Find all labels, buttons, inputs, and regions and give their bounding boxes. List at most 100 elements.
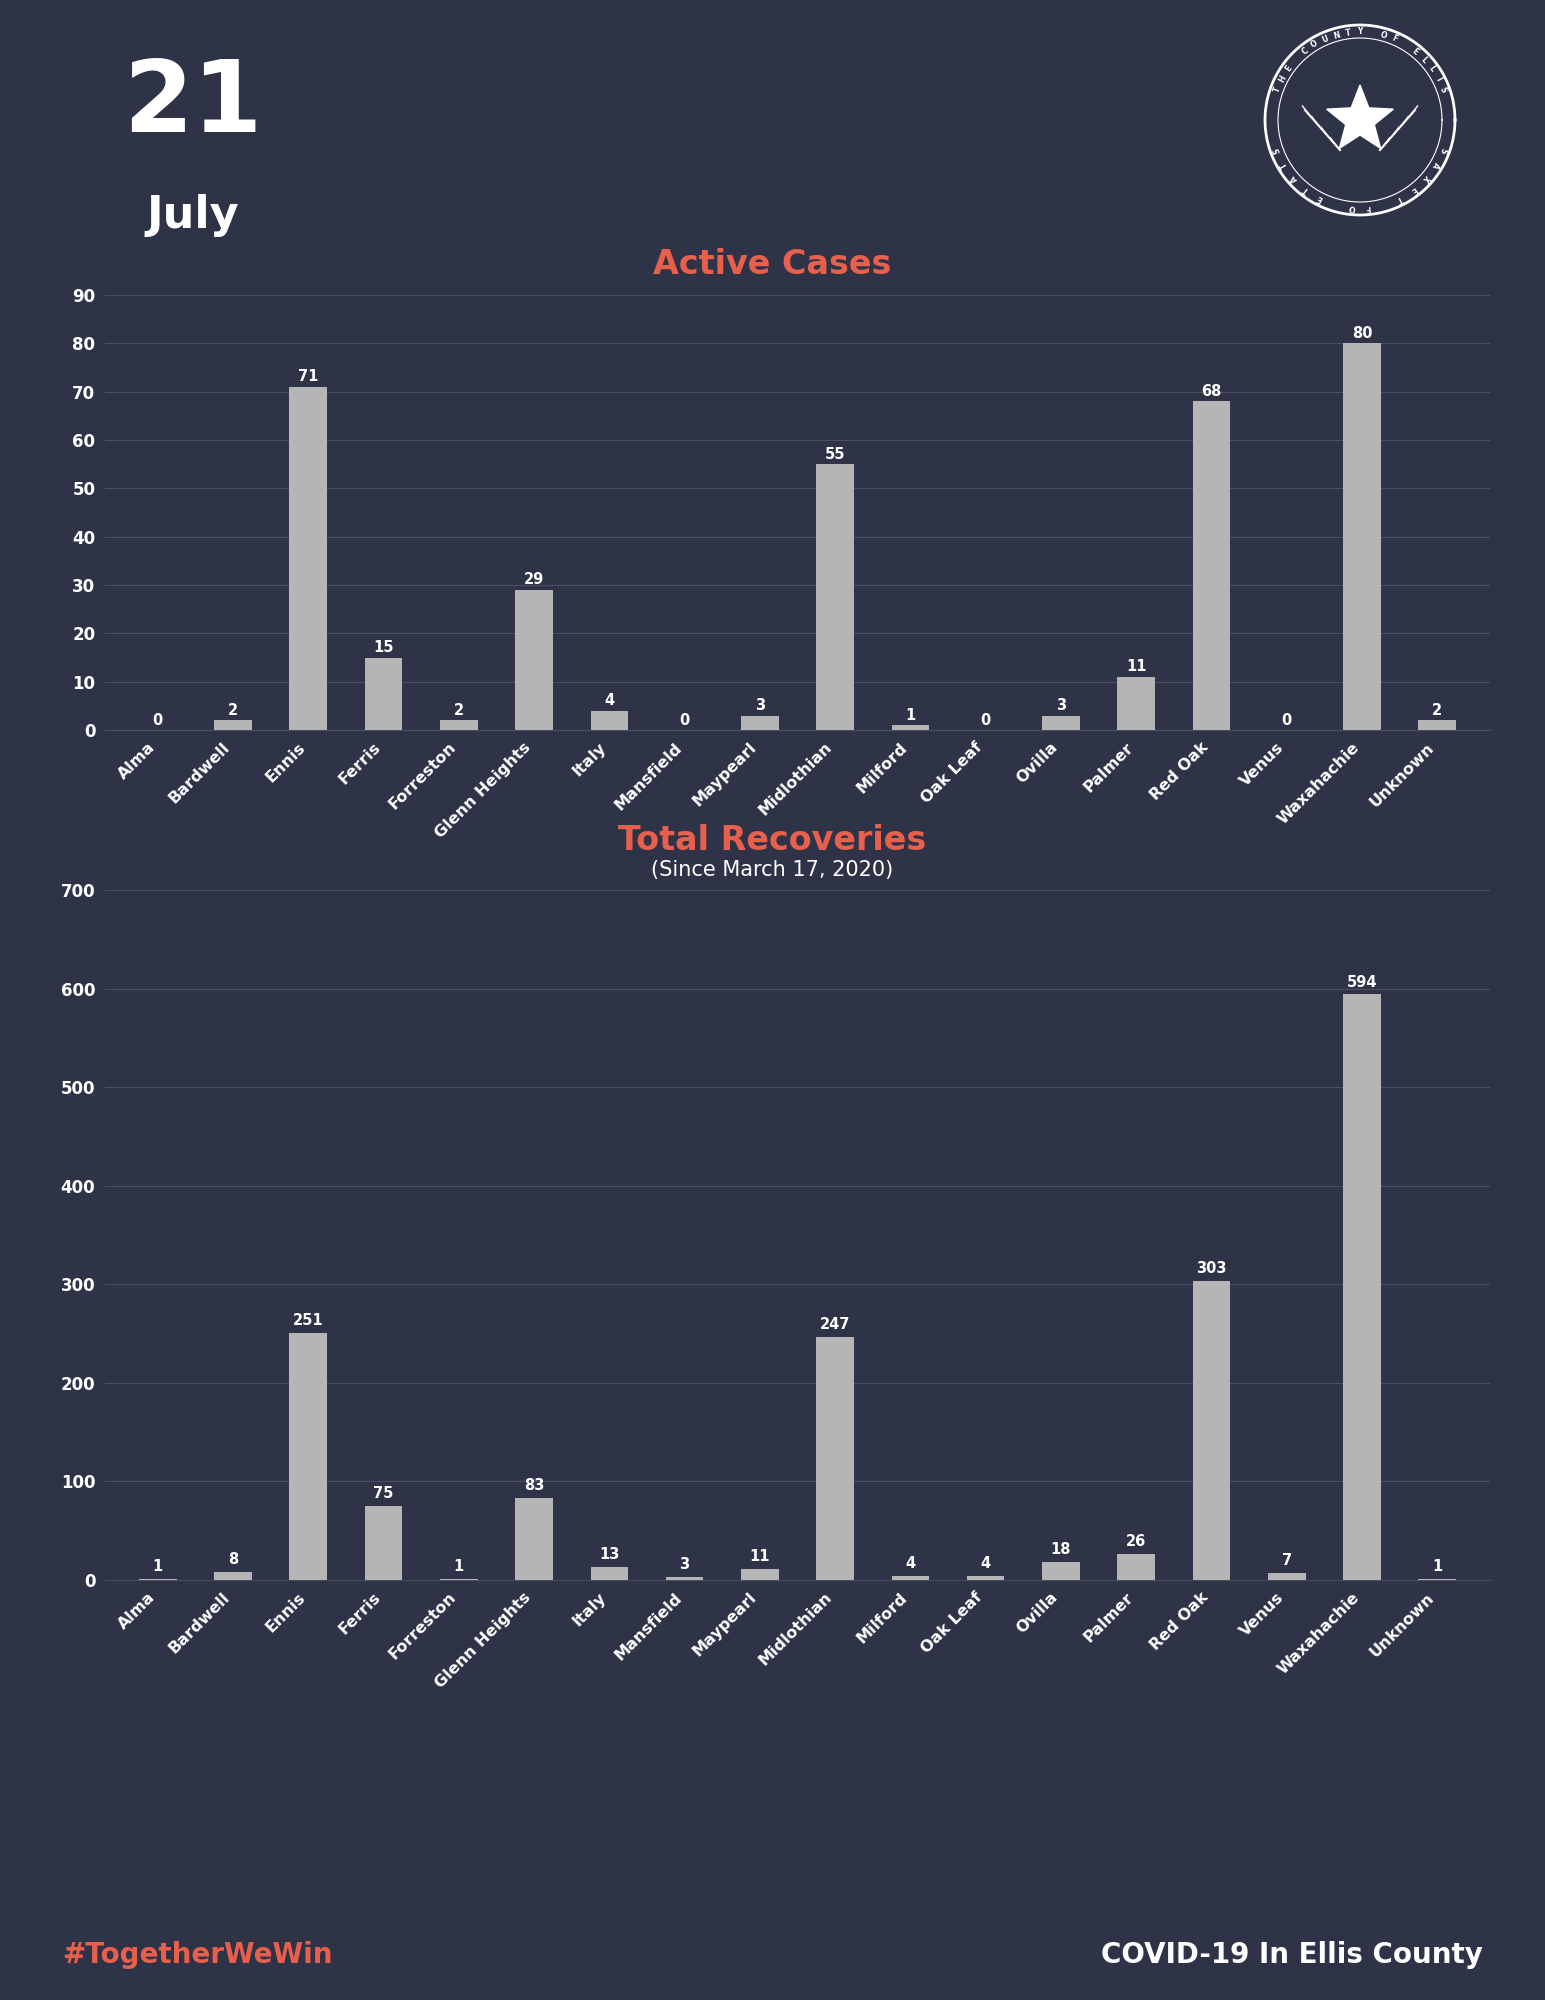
Bar [1193,402,1230,730]
Text: 11: 11 [1126,660,1146,674]
Bar [590,1568,629,1580]
Text: 68: 68 [1202,384,1222,398]
Text: 251: 251 [294,1312,323,1328]
Text: 4: 4 [905,1556,916,1572]
Bar [816,464,854,730]
Bar [1043,716,1080,730]
Text: O: O [1349,202,1355,212]
Bar [1343,344,1381,730]
Text: 0: 0 [981,712,990,728]
Text: S: S [1437,86,1448,94]
Text: F: F [1366,202,1372,212]
Bar [1268,1574,1306,1580]
Bar [1043,1562,1080,1580]
Bar [365,1506,402,1580]
Text: E: E [1409,184,1418,194]
Text: Y: Y [1358,28,1363,36]
Bar [1193,1282,1230,1580]
Text: T: T [1395,194,1404,204]
Text: U: U [1321,34,1330,44]
Bar [514,590,553,730]
Text: 3: 3 [680,1558,689,1572]
Text: 1: 1 [454,1560,463,1574]
Text: 13: 13 [599,1548,620,1562]
Text: 0: 0 [153,712,162,728]
Text: N: N [1332,30,1341,40]
Text: Active Cases: Active Cases [654,248,891,282]
Bar [967,1576,1004,1580]
Bar [742,716,779,730]
Bar [1343,994,1381,1580]
Bar [289,1332,328,1580]
Text: 83: 83 [524,1478,544,1494]
Text: 21: 21 [124,56,263,152]
Bar [365,658,402,730]
Bar [1117,676,1156,730]
Text: C: C [1299,46,1310,56]
Text: 4: 4 [604,694,615,708]
Text: T: T [1272,86,1282,94]
Bar [816,1336,854,1580]
Text: 18: 18 [1051,1542,1071,1558]
Bar [440,720,477,730]
Text: 594: 594 [1347,974,1377,990]
Text: Total Recoveries: Total Recoveries [618,824,927,856]
Text: E: E [1411,46,1420,56]
Text: S: S [1437,146,1448,154]
Text: 303: 303 [1196,1262,1227,1276]
Text: T: T [1279,160,1290,170]
Text: 11: 11 [749,1550,769,1564]
Bar [891,1576,929,1580]
Text: H: H [1276,74,1287,84]
Text: 0: 0 [1282,712,1292,728]
Bar [215,1572,252,1580]
Text: 80: 80 [1352,326,1372,340]
Text: #TogetherWeWin: #TogetherWeWin [62,1940,332,1968]
Text: I: I [1434,76,1443,82]
Text: 3: 3 [756,698,765,714]
Text: 247: 247 [820,1316,850,1332]
Text: O: O [1310,40,1319,50]
Text: 1: 1 [1432,1560,1443,1574]
Text: 75: 75 [374,1486,394,1502]
Text: 2: 2 [229,702,238,718]
Text: July: July [147,194,239,238]
Text: 71: 71 [298,370,318,384]
Text: F: F [1390,34,1400,44]
Polygon shape [1327,84,1394,148]
Text: 29: 29 [524,572,544,588]
Text: L: L [1426,64,1437,74]
Text: 55: 55 [825,446,845,462]
Text: 1: 1 [905,708,916,722]
Text: L: L [1418,54,1429,64]
Text: (Since March 17, 2020): (Since March 17, 2020) [652,860,893,880]
Text: 26: 26 [1126,1534,1146,1550]
Text: 2: 2 [1432,702,1443,718]
Bar [666,1578,703,1580]
Text: 15: 15 [374,640,394,656]
Text: O: O [1380,30,1387,40]
Bar [514,1498,553,1580]
Text: 1: 1 [153,1560,162,1574]
Bar [1117,1554,1156,1580]
Text: E: E [1316,194,1324,204]
Text: COVID-19 In Ellis County: COVID-19 In Ellis County [1102,1940,1483,1968]
Text: X: X [1420,174,1431,184]
Text: T: T [1301,184,1312,194]
Bar [289,386,328,730]
Text: E: E [1284,64,1293,74]
Text: A: A [1431,160,1441,170]
Bar [742,1570,779,1580]
Text: 8: 8 [227,1552,238,1568]
Text: 4: 4 [981,1556,990,1572]
Text: 2: 2 [454,702,463,718]
Text: A: A [1289,174,1299,184]
Bar [891,726,929,730]
Bar [1418,720,1455,730]
Text: 3: 3 [1055,698,1066,714]
Text: T: T [1344,28,1352,38]
Bar [590,710,629,730]
Text: S: S [1272,146,1282,154]
Text: 7: 7 [1282,1554,1292,1568]
Bar [215,720,252,730]
